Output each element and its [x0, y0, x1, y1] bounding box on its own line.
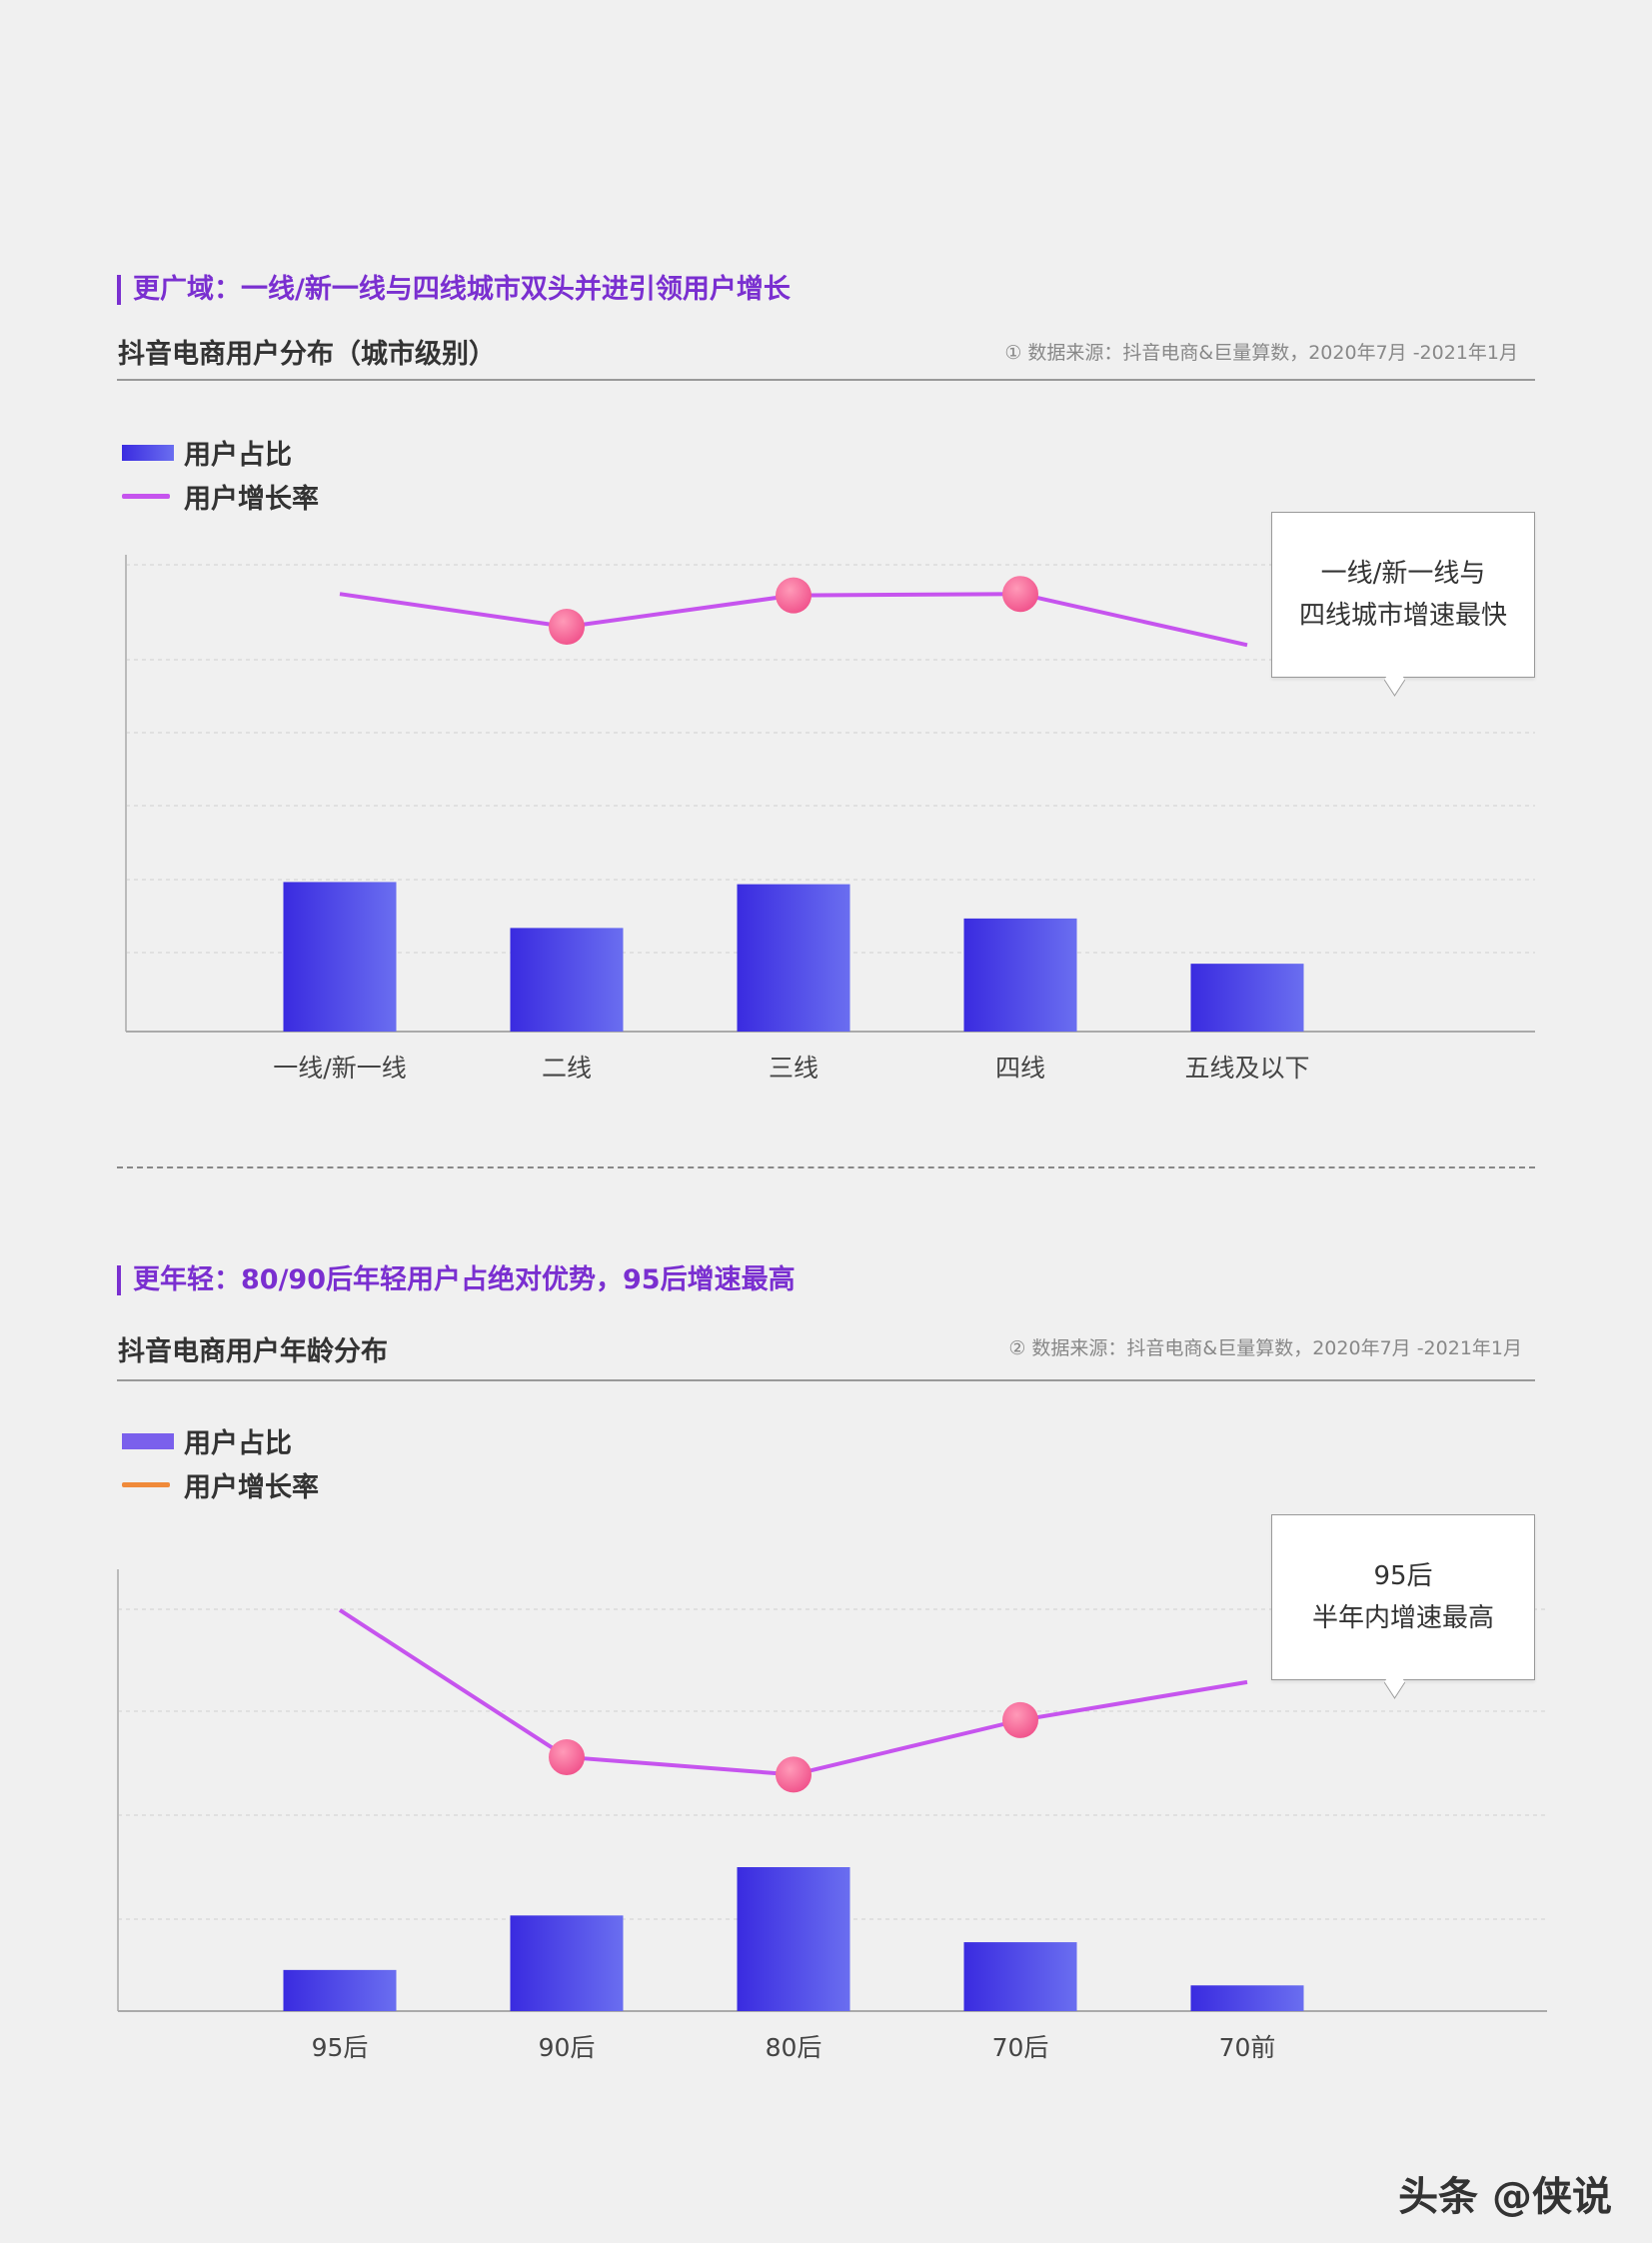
x-tick-label: 四线	[995, 1054, 1045, 1083]
bar	[737, 1867, 850, 2011]
x-tick-label: 五线及以下	[1184, 1054, 1309, 1083]
section-divider	[117, 1166, 1535, 1168]
bar-swatch-icon	[122, 1432, 174, 1449]
x-tick-label: 一线/新一线	[273, 1054, 406, 1083]
line-swatch-icon	[122, 494, 170, 499]
line-point	[549, 609, 585, 646]
bar	[963, 1942, 1077, 2011]
section1-rule	[117, 379, 1535, 381]
line-swatch-icon	[122, 1482, 170, 1487]
line-point	[1002, 1701, 1038, 1738]
bar	[1190, 964, 1304, 1032]
watermark: 头条 @侠说	[1398, 2174, 1612, 2220]
x-tick-label: 90后	[539, 2033, 596, 2062]
callout-line-1: 一线/新一线与	[1320, 559, 1486, 589]
legend-bar-label: 用户占比	[184, 440, 292, 471]
legend-line-label: 用户增长率	[184, 484, 319, 515]
x-tick-label: 70前	[1219, 2033, 1276, 2062]
section1-legend-bar: 用户占比	[122, 433, 292, 472]
callout-line-2: 四线城市增速最快	[1298, 601, 1507, 631]
callout-line-1: 95后	[1373, 1561, 1433, 1591]
bar	[1190, 1985, 1304, 2011]
x-tick-label: 二线	[542, 1054, 592, 1083]
section1-headline: 更广域：一线/新一线与四线城市双头并进引领用户增长	[117, 275, 791, 305]
chart-age: 95后 90后 80后 70后 70前	[117, 1569, 1547, 2062]
line-point	[549, 1738, 585, 1775]
x-tick-label: 95后	[312, 2033, 369, 2062]
bar	[510, 1915, 624, 2011]
x-tick-label: 70后	[992, 2033, 1049, 2062]
legend-line-label: 用户增长率	[184, 1472, 319, 1503]
bar-swatch-icon	[122, 444, 174, 461]
section1-legend-line: 用户增长率	[122, 477, 319, 516]
section2-legend-bar: 用户占比	[122, 1421, 292, 1460]
x-tick-label: 80后	[766, 2033, 823, 2062]
bar	[283, 882, 397, 1032]
section2-legend-line: 用户增长率	[122, 1465, 319, 1504]
section2-subtitle: 抖音电商用户年龄分布	[118, 1336, 388, 1367]
section2-callout: 95后 半年内增速最高	[1271, 1514, 1535, 1680]
section1-subtitle: 抖音电商用户分布（城市级别）	[118, 339, 496, 370]
x-tick-label: 三线	[769, 1054, 819, 1083]
bar	[963, 918, 1077, 1032]
section1-source: ① 数据来源：抖音电商&巨量算数，2020年7月 -2021年1月	[1004, 342, 1518, 364]
series-line	[338, 1608, 1248, 1777]
bar	[283, 1969, 397, 2011]
bar	[737, 884, 850, 1032]
chart-city-tier: 一线/新一线 二线 三线 四线 五线及以下	[125, 555, 1535, 1083]
section2-headline: 更年轻：80/90后年轻用户占绝对优势，95后增速最高	[117, 1265, 796, 1295]
line-point	[776, 1756, 812, 1793]
section2-source: ② 数据来源：抖音电商&巨量算数，2020年7月 -2021年1月	[1008, 1337, 1522, 1359]
section2-rule	[117, 1379, 1535, 1381]
section1-callout: 一线/新一线与 四线城市增速最快	[1271, 512, 1535, 678]
line-point	[776, 577, 812, 614]
line-point	[1002, 576, 1038, 613]
bar	[510, 928, 624, 1032]
legend-bar-label: 用户占比	[184, 1428, 292, 1459]
callout-line-2: 半年内增速最高	[1311, 1603, 1494, 1633]
